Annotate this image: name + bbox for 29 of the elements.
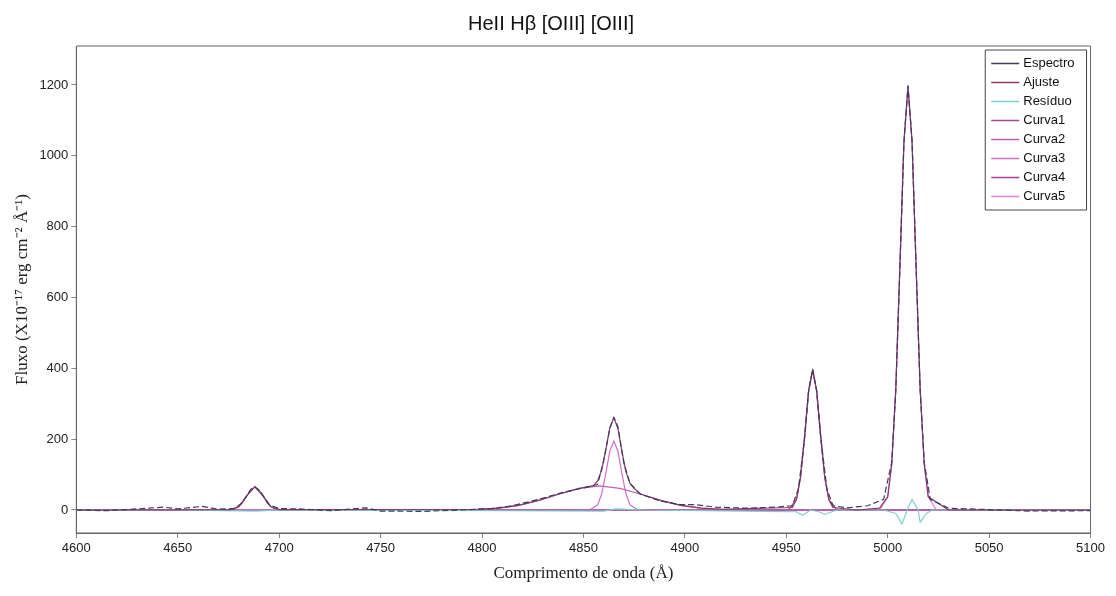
legend-label: Espectro [1023, 55, 1075, 71]
y-tick-label: 200 [46, 430, 69, 446]
x-tick-label: 4750 [366, 540, 396, 556]
x-tick-label: 4650 [163, 540, 193, 556]
x-tick-label: 4700 [264, 540, 294, 556]
legend-label: Curva2 [1023, 131, 1066, 147]
legend-label: Curva1 [1023, 112, 1066, 128]
legend-label: Resíduo [1023, 93, 1072, 109]
y-tick-label: 600 [46, 289, 69, 305]
x-tick-label: 5050 [974, 540, 1004, 556]
x-tick-label: 4950 [771, 540, 801, 556]
x-tick-label: 4600 [61, 540, 91, 556]
legend-label: Curva3 [1023, 150, 1066, 166]
x-tick-label: 5000 [873, 540, 903, 556]
y-tick-label: 1000 [39, 147, 69, 163]
legend-label: Ajuste [1023, 74, 1060, 90]
chart-title: HeII Hβ [OIII] [OIII] [468, 11, 634, 34]
y-tick-label: 1200 [39, 76, 69, 92]
y-tick-label: 0 [61, 501, 69, 517]
y-axis-title: Fluxo (X10⁻¹⁷ erg cm⁻² Å⁻¹) [11, 194, 31, 385]
x-axis-title: Comprimento de onda (Å) [493, 563, 674, 583]
y-tick-label: 800 [46, 218, 69, 234]
x-tick-label: 5100 [1076, 540, 1105, 556]
y-tick-label: 400 [46, 359, 69, 375]
x-tick-label: 4800 [467, 540, 497, 556]
x-tick-label: 4850 [568, 540, 598, 556]
legend-label: Curva5 [1023, 188, 1066, 204]
x-tick-label: 4900 [670, 540, 700, 556]
legend-label: Curva4 [1023, 169, 1066, 185]
